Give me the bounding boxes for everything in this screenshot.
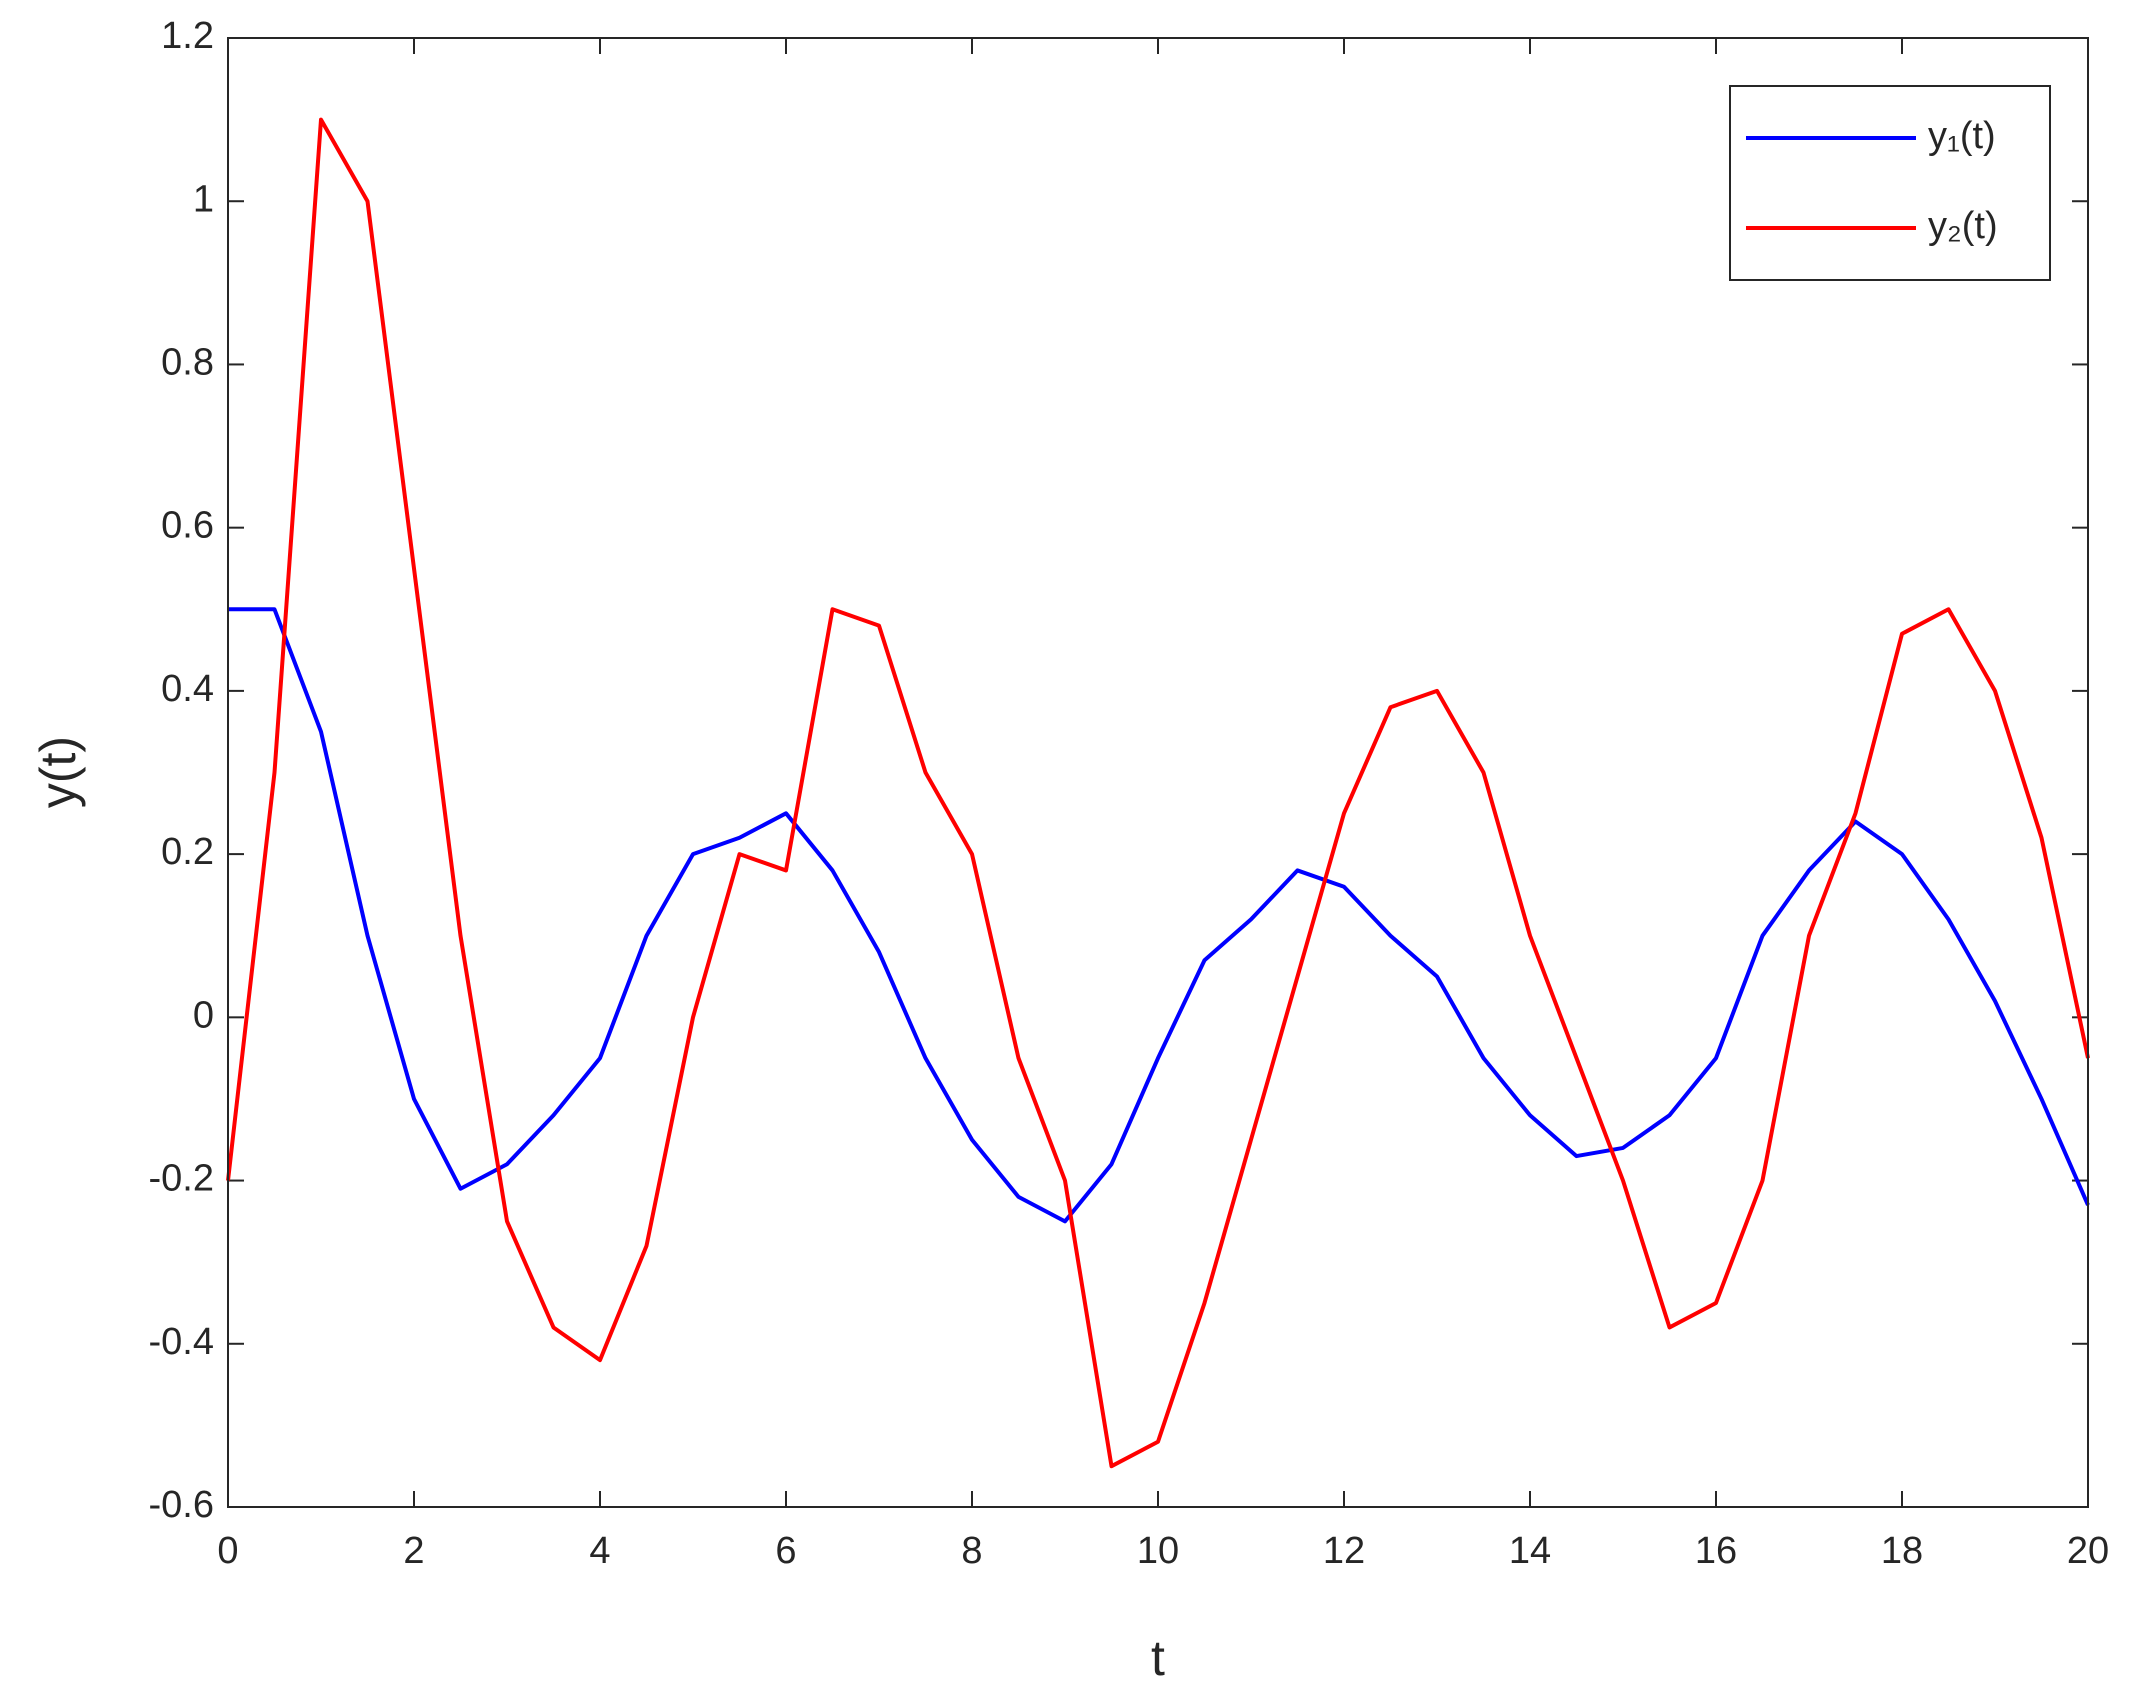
x-tick-label: 12 (1323, 1530, 1365, 1572)
y-tick-label: 0.6 (161, 505, 214, 547)
x-tick-label: 4 (589, 1530, 610, 1572)
x-tick-label: 10 (1137, 1530, 1179, 1572)
y-tick-label: 0.2 (161, 831, 214, 873)
data-line (226, 117, 2090, 1469)
plot-frame (227, 37, 2089, 1508)
y-tick-label: 1.2 (161, 15, 214, 57)
x-tick-label: 18 (1881, 1530, 1923, 1572)
y-axis-label: y(t) (30, 736, 86, 808)
x-tick-label: 14 (1509, 1530, 1551, 1572)
y-tick-label: -0.4 (149, 1321, 214, 1363)
y-tick-label: -0.2 (149, 1158, 214, 1200)
x-tick-label: 8 (961, 1530, 982, 1572)
y-tick-label: 0.8 (161, 341, 214, 383)
x-axis-label: t (1151, 1630, 1165, 1686)
y-tick-label: 0 (193, 994, 214, 1036)
legend-label: y₁(t) (1928, 115, 1996, 157)
x-tick-label: 0 (217, 1530, 238, 1572)
x-tick-label: 6 (775, 1530, 796, 1572)
legend-label: y₂(t) (1928, 205, 1998, 247)
x-tick-label: 2 (403, 1530, 424, 1572)
x-tick-label: 20 (2067, 1530, 2109, 1572)
legend-box (1729, 85, 2051, 281)
y-tick-label: 1 (193, 178, 214, 220)
y-tick-label: 0.4 (161, 668, 214, 710)
data-line (228, 607, 2090, 1224)
y-tick-label: -0.6 (149, 1484, 214, 1526)
x-tick-label: 16 (1695, 1530, 1737, 1572)
